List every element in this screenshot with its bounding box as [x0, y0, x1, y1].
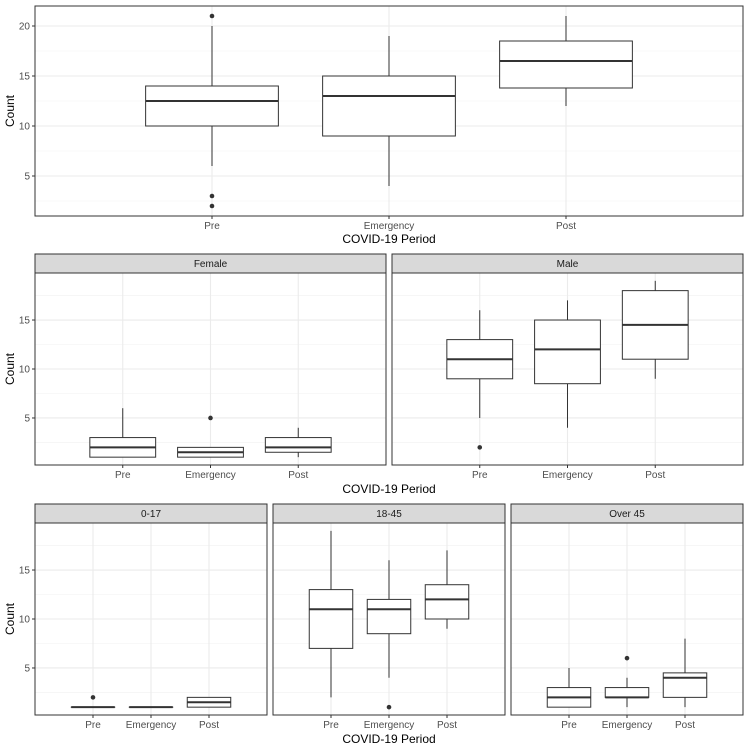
x-tick-label: Pre [85, 720, 101, 731]
x-tick-label: Emergency [126, 720, 177, 731]
box-iqr [663, 673, 707, 697]
box-iqr [309, 590, 353, 649]
y-axis-title: Count [3, 94, 17, 127]
box-iqr [500, 41, 633, 88]
panel-18-45: 18-45 Pre Emergency Post [273, 504, 505, 731]
panel-0-17: 0-17 Pre Emergency Post [35, 504, 267, 731]
facet-row-3: 0-17 Pre Emergency Post 18-45 Pre Emergency Pos… [3, 504, 743, 746]
y-tick-label: 20 [19, 22, 31, 33]
outlier-point [210, 204, 215, 209]
outlier-point [210, 14, 215, 19]
box-iqr [425, 585, 469, 619]
panel-female: Female Pre Emergency Post [35, 254, 386, 481]
x-tick-label: Emergency [185, 470, 236, 481]
x-tick-label: Post [288, 470, 308, 481]
y-tick-label: 15 [19, 316, 31, 327]
x-tick-label: Pre [323, 720, 339, 731]
facet-strip-label: Over 45 [609, 509, 645, 520]
x-tick-label: Pre [561, 720, 577, 731]
panel-male: Male Pre Emergency Post [392, 254, 743, 481]
x-tick-label: Post [437, 720, 457, 731]
outlier-point [91, 695, 96, 700]
box-iqr [535, 320, 601, 384]
y-axis-title: Count [3, 352, 17, 385]
y-axis-title: Count [3, 602, 17, 635]
facet-strip-label: 18-45 [376, 509, 402, 520]
x-tick-label: Post [556, 221, 576, 232]
facet-row-1: Pre Emergency Post 5 10 15 20 COVID-19 Period Co… [3, 6, 743, 246]
x-axis-title: COVID-19 Period [342, 482, 435, 496]
box-iqr [323, 76, 456, 136]
outlier-point [625, 656, 630, 661]
x-tick-label: Emergency [364, 720, 415, 731]
y-tick-label: 10 [19, 365, 31, 376]
outlier-point [210, 194, 215, 199]
y-tick-label: 5 [24, 413, 30, 424]
y-tick-label: 15 [19, 72, 31, 83]
x-tick-label: Pre [472, 470, 488, 481]
outlier-point [387, 705, 392, 710]
x-tick-label: Post [645, 470, 665, 481]
y-tick-label: 10 [19, 615, 31, 626]
panel-all: Pre Emergency Post [35, 6, 743, 232]
facet-strip-label: Male [557, 259, 579, 270]
panel-over-45: Over 45 Pre Emergency Post [511, 504, 743, 731]
box-post [187, 697, 231, 707]
box-iqr [265, 438, 331, 453]
box-iqr [367, 599, 411, 633]
x-tick-label: Emergency [364, 221, 415, 232]
outlier-point [477, 445, 482, 450]
x-tick-label: Post [199, 720, 219, 731]
x-tick-label: Emergency [602, 720, 653, 731]
facet-row-2: Female Pre Emergency Post Male Pre Emergency Po… [3, 254, 743, 496]
x-axis-title: COVID-19 Period [342, 232, 435, 246]
facet-strip-label: Female [194, 259, 228, 270]
outlier-point [208, 416, 213, 421]
x-tick-label: Pre [204, 221, 220, 232]
y-tick-label: 5 [24, 663, 30, 674]
x-axis-title: COVID-19 Period [342, 732, 435, 746]
x-tick-label: Pre [115, 470, 131, 481]
facet-strip-label: 0-17 [141, 509, 161, 520]
y-tick-label: 10 [19, 122, 31, 133]
y-tick-label: 5 [24, 172, 30, 183]
box-iqr [146, 86, 279, 126]
y-tick-label: 15 [19, 566, 31, 577]
x-tick-label: Post [675, 720, 695, 731]
x-tick-label: Emergency [542, 470, 593, 481]
box-iqr [605, 688, 649, 698]
